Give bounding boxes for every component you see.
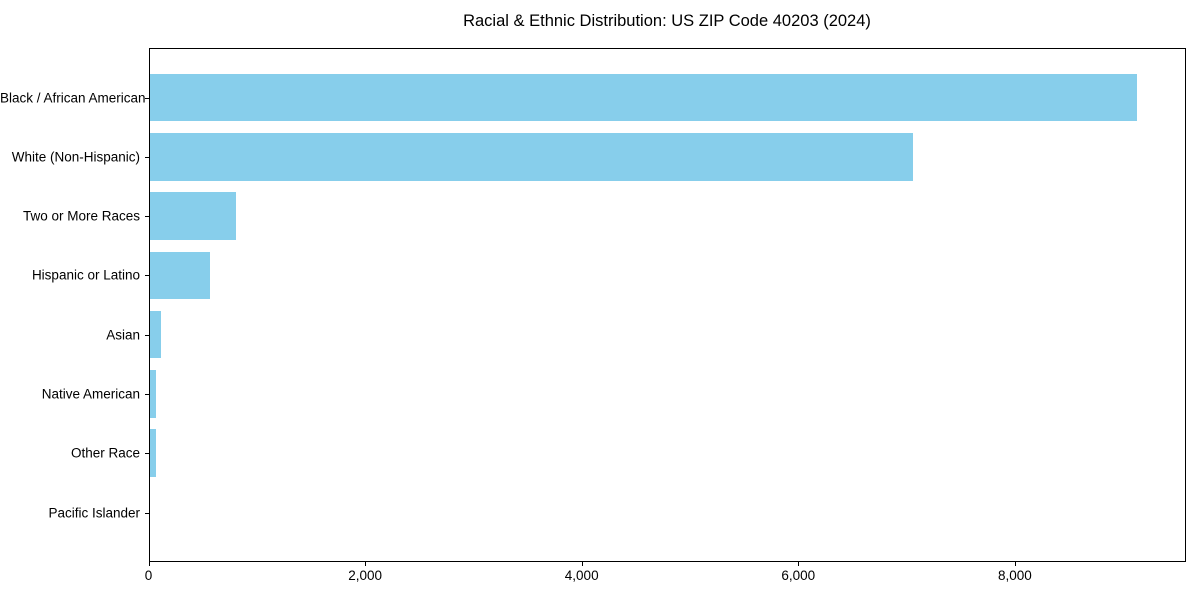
- x-tick-label-0: 0: [144, 568, 153, 583]
- y-tick-label-asian: Asian: [106, 327, 140, 343]
- y-tick-mark: [144, 97, 149, 99]
- y-tick-label-two-or-more-races: Two or More Races: [22, 208, 140, 224]
- x-tick-mark: [365, 562, 367, 566]
- y-tick-label-hispanic-or-latino: Hispanic or Latino: [31, 267, 140, 283]
- x-tick-label-2000: 2,000: [348, 568, 382, 583]
- y-tick-mark: [144, 512, 149, 514]
- x-tick-mark: [148, 562, 150, 566]
- bar-asian: [149, 310, 162, 359]
- y-tick-mark: [144, 216, 149, 218]
- y-tick-label-pacific-islander: Pacific Islander: [48, 505, 140, 520]
- y-tick-mark: [144, 393, 149, 395]
- x-tick-mark: [1014, 562, 1016, 566]
- y-tick-mark: [144, 275, 149, 277]
- bar-other-race: [149, 429, 156, 477]
- x-tick-mark: [798, 562, 800, 566]
- y-tick-mark: [144, 453, 149, 455]
- x-tick-label-4000: 4,000: [564, 568, 599, 583]
- x-tick-mark: [581, 562, 583, 566]
- y-tick-label-other-race: Other Race: [70, 445, 140, 461]
- y-tick-label-white-non-hispanic: White (Non-Hispanic): [11, 149, 140, 165]
- bar-native-american: [149, 370, 156, 418]
- bar-hispanic-or-latino: [149, 251, 211, 300]
- y-tick-mark: [144, 156, 149, 158]
- y-tick-label-native-american: Native American: [41, 386, 140, 402]
- bar-black-african-american: [149, 73, 1138, 122]
- x-tick-label-6000: 6,000: [781, 568, 816, 583]
- bar-white-non-hispanic: [149, 133, 913, 181]
- y-tick-mark: [144, 334, 149, 336]
- chart-title: Racial & Ethnic Distribution: US ZIP Cod…: [463, 12, 871, 30]
- x-tick-label-8000: 8,000: [997, 568, 1032, 583]
- plot-area: [148, 48, 1186, 562]
- y-tick-label-black-african-american: Black / African American: [0, 90, 146, 105]
- bar-two-or-more-races: [149, 192, 237, 240]
